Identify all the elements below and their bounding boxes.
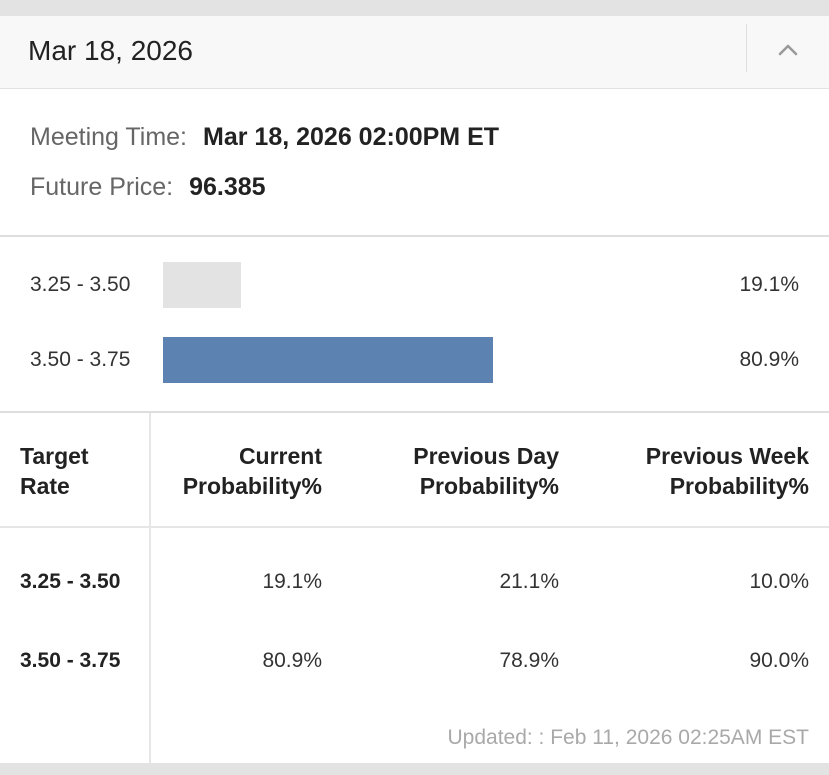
future-price-label: Future Price: [30, 173, 174, 201]
cell-current: 80.9% [262, 649, 322, 672]
meeting-card: Mar 18, 2026 Meeting Time: Mar 18, 2026 0… [0, 16, 829, 763]
cell-target-rate: 3.50 - 3.75 [20, 649, 121, 672]
header-line: Rate [20, 473, 70, 499]
chevron-up-icon [778, 44, 798, 56]
bar-range-label: 3.25 - 3.50 [30, 273, 131, 296]
meeting-time-value: Mar 18, 2026 02:00PM ET [203, 123, 500, 151]
header-target-rate: Target Rate [20, 441, 140, 501]
cell-current: 19.1% [262, 570, 322, 593]
bar-track [163, 337, 713, 383]
meeting-time-label: Meeting Time: [30, 123, 188, 151]
probability-bars: 3.25 - 3.50 19.1% 3.50 - 3.75 80.9% [0, 237, 829, 413]
bar-track [163, 262, 713, 308]
bar-fill [163, 262, 241, 308]
meeting-date-title: Mar 18, 2026 [28, 35, 193, 66]
future-price-row: Future Price: 96.385 [30, 172, 266, 202]
collapse-button[interactable] [747, 16, 829, 88]
future-price-value: 96.385 [189, 173, 266, 201]
header-line: Previous Day [413, 443, 559, 469]
meeting-time-row: Meeting Time: Mar 18, 2026 02:00PM ET [30, 122, 499, 152]
updated-timestamp: Updated: : Feb 11, 2026 02:25AM EST [447, 726, 809, 749]
table-header: Target Rate Current Probability% Previou… [0, 413, 829, 528]
cell-previous-day: 21.1% [499, 570, 559, 593]
header-line: Probability% [182, 473, 322, 499]
bar-row: 3.25 - 3.50 19.1% [0, 262, 829, 308]
header-line: Current [238, 443, 322, 469]
cell-target-rate: 3.25 - 3.50 [20, 570, 121, 593]
probability-table: Target Rate Current Probability% Previou… [0, 413, 829, 763]
cell-previous-week: 90.0% [749, 649, 809, 672]
header-previous-week-probability: Previous Week Probability% [589, 441, 809, 501]
header-divider [746, 24, 747, 72]
bar-range-label: 3.50 - 3.75 [30, 348, 131, 371]
header-current-probability: Current Probability% [122, 441, 322, 501]
table-row: 3.25 - 3.50 19.1% 21.1% 10.0% [0, 567, 829, 597]
bar-fill [163, 337, 493, 383]
header-previous-day-probability: Previous Day Probability% [339, 441, 559, 501]
header-line: Probability% [419, 473, 559, 499]
column-divider [149, 413, 151, 763]
cell-previous-week: 10.0% [749, 570, 809, 593]
meeting-info: Meeting Time: Mar 18, 2026 02:00PM ET Fut… [0, 89, 829, 237]
header-line: Previous Week [645, 443, 809, 469]
bar-percent: 19.1% [739, 273, 799, 296]
bar-percent: 80.9% [739, 348, 799, 371]
header-line: Probability% [669, 473, 809, 499]
header-line: Target [20, 443, 89, 469]
table-row: 3.50 - 3.75 80.9% 78.9% 90.0% [0, 646, 829, 676]
cell-previous-day: 78.9% [499, 649, 559, 672]
bar-row: 3.50 - 3.75 80.9% [0, 337, 829, 383]
meeting-header[interactable]: Mar 18, 2026 [0, 16, 829, 89]
